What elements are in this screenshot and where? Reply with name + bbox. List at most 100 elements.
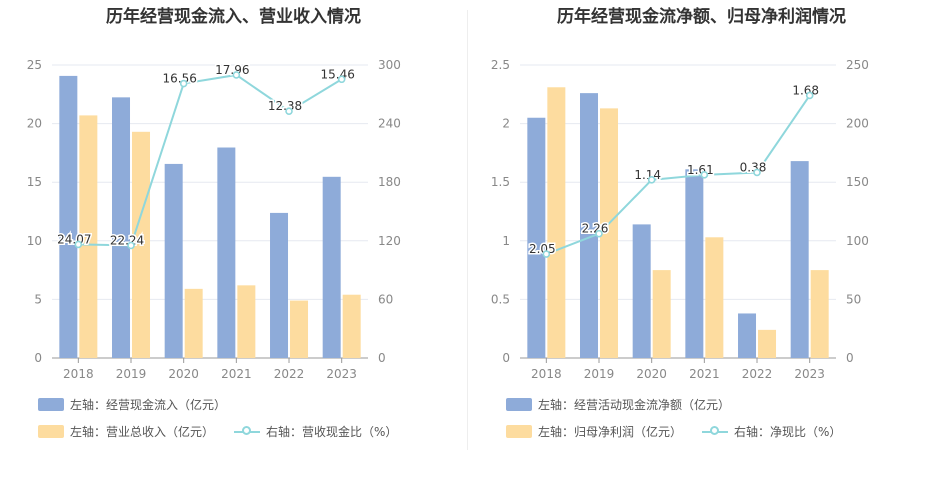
legend-label[interactable]: 左轴：归母净利润（亿元） — [538, 425, 683, 439]
legend-swatch-bar[interactable] — [38, 425, 64, 438]
y-tick-label-right: 300 — [378, 58, 401, 72]
bar-primary — [217, 147, 236, 358]
legend-item[interactable]: 左轴：经营现金流入（亿元） — [38, 396, 226, 413]
x-tick-label: 2020 — [636, 367, 667, 381]
y-tick-label-left: 0.5 — [491, 292, 510, 306]
y-tick-label-right: 240 — [378, 117, 401, 131]
legend-item[interactable]: 左轴：经营活动现金流净额（亿元） — [506, 396, 730, 413]
legend-row: 左轴：归母净利润（亿元） 右轴：净现比（%） — [506, 423, 841, 440]
chart-title: 历年经营现金流净额、归母净利润情况 — [557, 7, 846, 27]
bar-secondary — [237, 285, 256, 358]
x-tick-label: 2023 — [794, 367, 825, 381]
series-point — [127, 241, 135, 250]
x-tick-label: 2020 — [168, 367, 199, 381]
x-tick-label: 2021 — [221, 367, 252, 381]
series-point — [285, 107, 293, 115]
bar-primary — [527, 117, 546, 359]
data-label: 1.61 — [687, 163, 714, 177]
y-tick-label-left: 1.5 — [491, 175, 510, 189]
bar-primary — [632, 224, 651, 358]
data-label: 0.38 — [740, 160, 767, 174]
x-tick-label: 2019 — [116, 367, 147, 381]
bar-secondary — [600, 108, 619, 358]
x-tick-label: 2019 — [584, 367, 615, 381]
bar-primary — [685, 169, 704, 358]
bar-secondary — [547, 87, 566, 358]
data-label: 1.14 — [634, 168, 661, 182]
bar-secondary — [342, 294, 361, 358]
series-point — [595, 229, 603, 238]
bar-primary — [59, 75, 78, 358]
x-tick-label: 2022 — [742, 367, 773, 381]
y-tick-label-left: 0 — [502, 351, 510, 365]
chart-svg: 0 0.5 1 1.5 2 2.5 0 50 100 150 200 250 2018 2019 2020 2… — [491, 58, 869, 381]
x-tick-label: 2022 — [274, 367, 305, 381]
legend-label[interactable]: 右轴：净现比（%） — [734, 425, 842, 439]
legend-swatch-bar — [506, 398, 532, 411]
chart-panel-cash-inflow: 历年经营现金流入、营业收入情况 0 5 10 15 20 25 0 60 120 180 240 30… — [0, 0, 467, 480]
y-tick-label-left: 2 — [502, 117, 510, 131]
bar-primary — [270, 212, 289, 358]
legend-label: 左轴：经营现金流入（亿元） — [70, 398, 227, 412]
series-point — [647, 176, 656, 184]
data-label: 12.38 — [268, 99, 302, 113]
series-point — [542, 250, 551, 258]
x-tick-label: 2018 — [63, 367, 94, 381]
data-label: 22.24 — [110, 233, 144, 247]
bar-primary — [164, 163, 183, 358]
data-label: 16.56 — [162, 72, 196, 86]
y-tick-label-right: 150 — [846, 175, 869, 189]
bar-primary — [580, 93, 599, 359]
x-tick-label: 2018 — [531, 367, 562, 381]
bar-primary — [112, 97, 131, 358]
chart-title: 历年经营现金流入、营业收入情况 — [106, 7, 361, 27]
y-tick-label-right: 60 — [378, 292, 393, 306]
bar-secondary — [652, 270, 671, 358]
bar-secondary — [705, 237, 724, 358]
series-line — [545, 94, 811, 255]
y-tick-label-right: 0 — [846, 351, 854, 365]
y-tick-label-left: 25 — [27, 58, 42, 72]
x-tick-label: 2021 — [689, 367, 720, 381]
bar-primary — [738, 313, 757, 358]
y-tick-label-left: 0 — [34, 351, 42, 365]
chart-panel-net-cash: 历年经营现金流净额、归母净利润情况 0 0.5 1 1.5 2 2.5 0 50 100 150 2… — [468, 0, 935, 480]
legend-row: 左轴：营业总收入（亿元） 右轴：营收现金比（%） — [38, 423, 397, 440]
y-tick-label-right: 0 — [378, 351, 386, 365]
data-label: 2.05 — [529, 242, 556, 256]
bar-secondary — [132, 131, 151, 358]
bar-primary — [790, 161, 809, 358]
bar-primary — [322, 176, 341, 358]
series-point — [74, 240, 83, 249]
y-tick-label-right: 120 — [378, 234, 401, 248]
data-label: 2.26 — [582, 222, 609, 236]
y-tick-label-right: 200 — [846, 117, 869, 131]
bar-secondary — [810, 270, 829, 358]
y-tick-label-left: 10 — [27, 234, 42, 248]
y-tick-label-left: 2.5 — [491, 58, 510, 72]
bar-secondary — [184, 288, 203, 358]
data-label: 24.07 — [57, 232, 91, 246]
series-line — [78, 73, 343, 247]
legend-swatch-line[interactable] — [234, 425, 261, 438]
y-tick-label-right: 250 — [846, 58, 869, 72]
legend-label: 左轴：经营活动现金流净额（亿元） — [538, 398, 731, 412]
series-point — [753, 168, 761, 177]
legend-label[interactable]: 左轴：营业总收入（亿元） — [70, 425, 215, 439]
chart-svg: 0 5 10 15 20 25 0 60 120 180 240 300 2018 2019 2020 202… — [27, 58, 401, 381]
data-label: 17.96 — [215, 63, 249, 77]
y-tick-label-right: 180 — [378, 175, 401, 189]
legend-swatch-bar[interactable] — [506, 425, 532, 438]
legend-swatch-line[interactable] — [702, 425, 729, 438]
data-label: 1.68 — [792, 83, 819, 97]
x-tick-label: 2023 — [326, 367, 357, 381]
legend-label[interactable]: 右轴：营收现金比（%） — [266, 425, 398, 439]
panel-divider — [467, 10, 468, 450]
y-tick-label-left: 5 — [34, 292, 42, 306]
series-point — [805, 91, 814, 100]
series-point — [179, 79, 188, 88]
y-tick-label-right: 50 — [846, 292, 861, 306]
y-tick-label-left: 1 — [502, 234, 510, 248]
series-point — [337, 75, 346, 84]
